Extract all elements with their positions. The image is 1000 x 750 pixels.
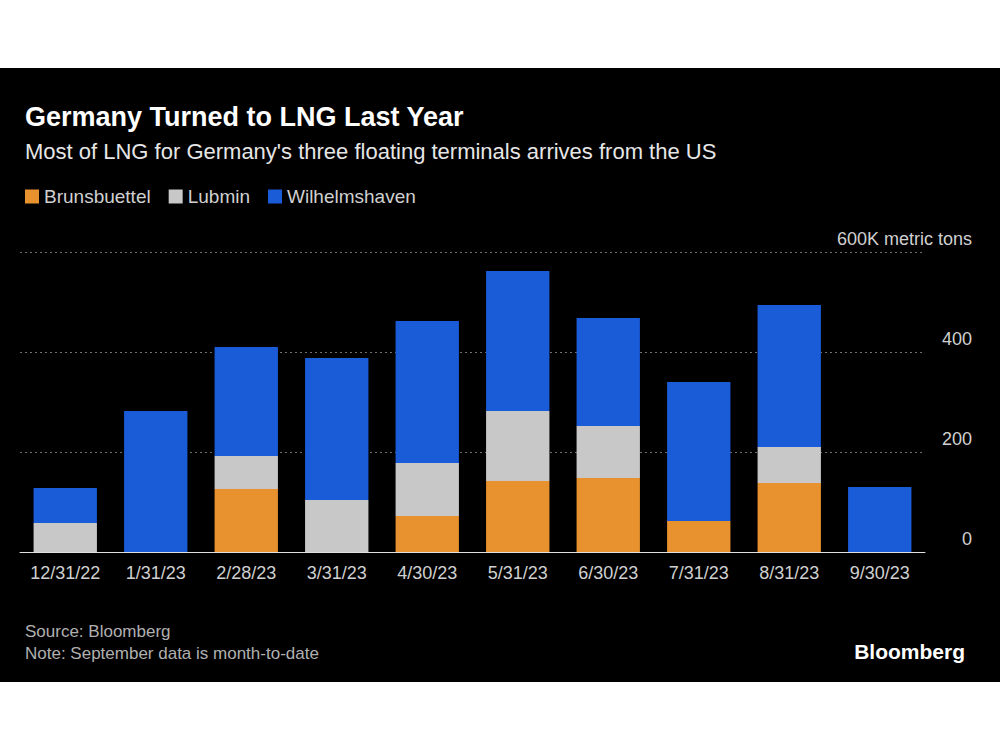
svg-text:Note: September data is month-: Note: September data is month-to-date (25, 644, 319, 663)
svg-text:600K metric tons: 600K metric tons (837, 229, 972, 249)
svg-text:1/31/23: 1/31/23 (126, 563, 186, 583)
svg-text:Brunsbuettel: Brunsbuettel (44, 186, 151, 207)
svg-text:5/31/23: 5/31/23 (488, 563, 548, 583)
svg-text:0: 0 (962, 529, 972, 549)
svg-text:7/31/23: 7/31/23 (669, 563, 729, 583)
svg-text:200: 200 (942, 429, 972, 449)
svg-text:Wilhelmshaven: Wilhelmshaven (287, 186, 416, 207)
svg-text:12/31/22: 12/31/22 (30, 563, 100, 583)
svg-text:Bloomberg: Bloomberg (854, 640, 965, 663)
svg-text:2/28/23: 2/28/23 (216, 563, 276, 583)
svg-text:8/31/23: 8/31/23 (759, 563, 819, 583)
svg-text:4/30/23: 4/30/23 (397, 563, 457, 583)
svg-text:6/30/23: 6/30/23 (578, 563, 638, 583)
svg-text:Germany Turned to LNG Last Yea: Germany Turned to LNG Last Year (25, 102, 464, 132)
svg-text:Source: Bloomberg: Source: Bloomberg (25, 622, 171, 641)
svg-text:3/31/23: 3/31/23 (307, 563, 367, 583)
svg-text:400: 400 (942, 329, 972, 349)
svg-text:Lubmin: Lubmin (188, 186, 250, 207)
svg-text:Most of LNG for Germany's thre: Most of LNG for Germany's three floating… (25, 139, 716, 164)
svg-text:9/30/23: 9/30/23 (850, 563, 910, 583)
